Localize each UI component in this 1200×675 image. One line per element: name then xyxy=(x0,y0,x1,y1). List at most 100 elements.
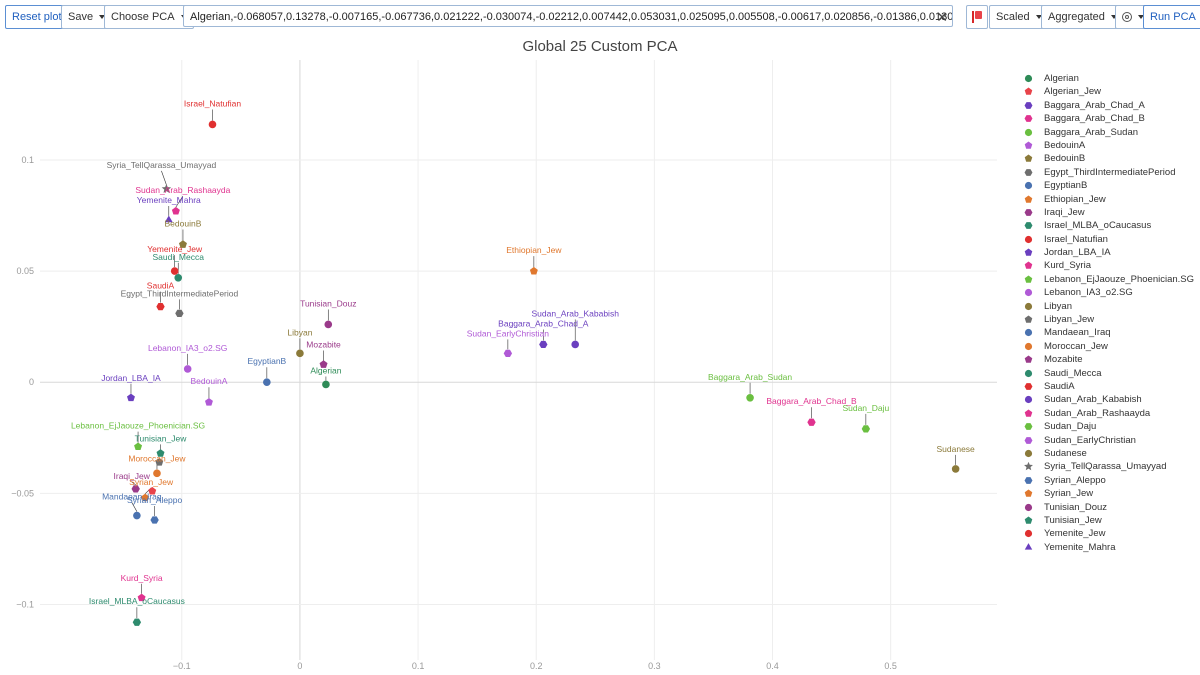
close-icon[interactable]: ✕ xyxy=(936,9,948,25)
data-point[interactable] xyxy=(127,393,135,402)
legend-item[interactable]: Mandaean_Iraq xyxy=(1024,326,1194,339)
legend-symbol[interactable] xyxy=(1024,275,1033,283)
legend-item[interactable]: Ethiopian_Jew xyxy=(1024,193,1194,206)
legend-symbol[interactable] xyxy=(1024,383,1033,390)
data-point[interactable] xyxy=(131,485,140,493)
legend-symbol[interactable] xyxy=(1024,195,1033,203)
legend-symbol[interactable] xyxy=(1024,315,1033,323)
data-point[interactable] xyxy=(539,340,548,349)
legend-item[interactable]: BedouinB xyxy=(1024,152,1194,165)
data-point[interactable] xyxy=(137,593,146,602)
legend-symbol[interactable] xyxy=(1024,248,1033,256)
legend-symbol[interactable] xyxy=(1024,289,1033,297)
legend-item[interactable]: Baggara_Arab_Chad_B xyxy=(1024,112,1194,125)
legend-item[interactable]: EgyptianB xyxy=(1024,179,1194,192)
legend-symbol[interactable] xyxy=(1024,168,1033,176)
pca-data-input[interactable]: Algerian,-0.068057,0.13278,-0.007165,-0.… xyxy=(183,5,953,27)
legend-item[interactable]: SaudiA xyxy=(1024,380,1194,393)
legend-item[interactable]: Syrian_Jew xyxy=(1024,487,1194,500)
data-point[interactable] xyxy=(178,240,187,248)
data-point[interactable] xyxy=(148,486,157,495)
legend-symbol[interactable] xyxy=(1024,530,1033,538)
scaled-dropdown[interactable]: Scaled xyxy=(989,5,1049,29)
data-point[interactable] xyxy=(170,267,179,275)
legend-symbol[interactable] xyxy=(1024,128,1033,136)
data-point[interactable] xyxy=(183,365,192,373)
legend-symbol[interactable] xyxy=(1024,208,1033,216)
data-point[interactable] xyxy=(322,380,330,389)
data-point[interactable] xyxy=(324,320,333,329)
legend-symbol[interactable] xyxy=(1024,542,1033,550)
reset-plot-button[interactable]: Reset plot xyxy=(5,5,69,29)
data-point[interactable] xyxy=(208,120,217,129)
run-pca-button[interactable]: Run PCA xyxy=(1143,5,1200,29)
legend-item[interactable]: Yemenite_Mahra xyxy=(1024,541,1194,554)
legend-item[interactable]: BedouinA xyxy=(1024,139,1194,152)
legend-item[interactable]: Sudan_Arab_Rashaayda xyxy=(1024,407,1194,420)
legend-symbol[interactable] xyxy=(1024,489,1033,497)
legend-item[interactable]: Algerian xyxy=(1024,72,1194,85)
data-point[interactable] xyxy=(156,303,165,311)
pca-scatter-plot[interactable]: −0.1 0 0.1 0.2 0.3 0.4 0.5 −0.1 −0.05 0 0.05 0.1 Is… xyxy=(0,0,1010,675)
data-point[interactable] xyxy=(153,469,161,478)
data-point[interactable] xyxy=(132,618,142,626)
legend-item[interactable]: Iraqi_Jew xyxy=(1024,206,1194,219)
data-point[interactable] xyxy=(134,442,143,451)
legend-item[interactable]: Jordan_LBA_IA xyxy=(1024,246,1194,259)
data-point[interactable] xyxy=(171,206,180,215)
data-point[interactable] xyxy=(263,378,271,387)
data-point[interactable] xyxy=(156,449,165,457)
save-dropdown[interactable]: Save xyxy=(61,5,113,29)
legend-symbol[interactable] xyxy=(1024,516,1033,524)
legend-symbol[interactable] xyxy=(1024,462,1033,471)
legend-symbol[interactable] xyxy=(1024,342,1033,350)
data-point[interactable] xyxy=(155,458,164,466)
legend-item[interactable]: Libyan_Jew xyxy=(1024,313,1194,326)
legend-item[interactable]: Tunisian_Jew xyxy=(1024,514,1194,527)
data-point[interactable] xyxy=(319,360,328,368)
legend-item[interactable]: Israel_MLBA_oCaucasus xyxy=(1024,219,1194,232)
legend-symbol[interactable] xyxy=(1024,182,1033,190)
legend-item[interactable]: Egypt_ThirdIntermediatePeriod xyxy=(1024,166,1194,179)
data-point[interactable] xyxy=(150,516,159,524)
legend-item[interactable]: Moroccan_Jew xyxy=(1024,340,1194,353)
legend-item[interactable]: Syria_TellQarassa_Umayyad xyxy=(1024,460,1194,473)
data-point[interactable] xyxy=(204,398,213,406)
legend-symbol[interactable] xyxy=(1024,101,1033,109)
legend-symbol[interactable] xyxy=(1024,449,1033,458)
legend-symbol[interactable] xyxy=(1024,355,1033,363)
legend-symbol[interactable] xyxy=(1024,409,1033,417)
legend-item[interactable]: Sudanese xyxy=(1024,447,1194,460)
legend-symbol[interactable] xyxy=(1024,396,1033,404)
legend-item[interactable]: Baggara_Arab_Chad_A xyxy=(1024,99,1194,112)
legend-item[interactable]: Sudan_EarlyChristian xyxy=(1024,434,1194,447)
legend-symbol[interactable] xyxy=(1024,262,1033,270)
legend-item[interactable]: Lebanon_IA3_o2.SG xyxy=(1024,286,1194,299)
flag-button[interactable] xyxy=(966,5,988,29)
data-point[interactable] xyxy=(164,215,173,223)
legend-symbol[interactable] xyxy=(1024,222,1033,230)
data-point[interactable] xyxy=(296,349,304,358)
legend-item[interactable]: Kurd_Syria xyxy=(1024,259,1194,272)
legend-symbol[interactable] xyxy=(1024,423,1033,431)
legend-item[interactable]: Syrian_Aleppo xyxy=(1024,474,1194,487)
data-point[interactable] xyxy=(529,266,538,275)
legend-symbol[interactable] xyxy=(1024,235,1033,243)
legend-symbol[interactable] xyxy=(1024,476,1033,484)
data-point[interactable] xyxy=(174,273,183,282)
legend-item[interactable]: Tunisian_Douz xyxy=(1024,501,1194,514)
legend-symbol[interactable] xyxy=(1024,436,1033,444)
legend-item[interactable]: Yemenite_Jew xyxy=(1024,527,1194,540)
data-point[interactable] xyxy=(746,393,754,402)
legend-item[interactable]: Sudan_Arab_Kababish xyxy=(1024,393,1194,406)
data-point[interactable] xyxy=(503,349,513,357)
legend-symbol[interactable] xyxy=(1024,141,1033,149)
legend-item[interactable]: Mozabite xyxy=(1024,353,1194,366)
data-point[interactable] xyxy=(141,493,150,502)
legend-item[interactable]: Lebanon_EjJaouze_Phoenician.SG xyxy=(1024,273,1194,286)
legend-symbol[interactable] xyxy=(1024,74,1033,83)
legend-item[interactable]: Sudan_Daju xyxy=(1024,420,1194,433)
data-point[interactable] xyxy=(951,465,960,473)
legend-item[interactable]: Algerian_Jew xyxy=(1024,85,1194,98)
legend-symbol[interactable] xyxy=(1024,302,1033,310)
